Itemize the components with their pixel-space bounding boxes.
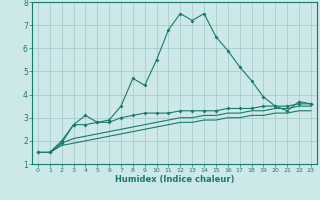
X-axis label: Humidex (Indice chaleur): Humidex (Indice chaleur) — [115, 175, 234, 184]
